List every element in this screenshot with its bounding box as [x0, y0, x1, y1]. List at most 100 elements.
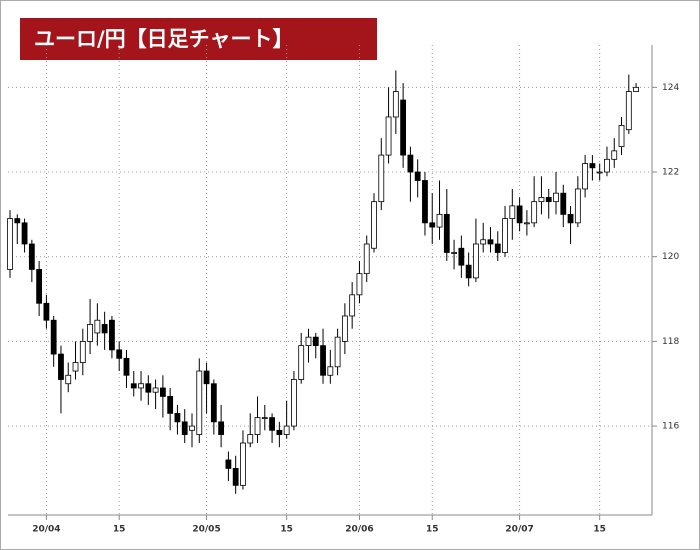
- candle-body: [502, 218, 508, 253]
- candle-body: [28, 243, 35, 270]
- candle-body: [130, 383, 137, 389]
- candle-body: [58, 353, 64, 380]
- candle-body: [458, 247, 465, 266]
- candle-body: [101, 324, 108, 334]
- candle-body: [567, 213, 574, 224]
- candle-body: [523, 222, 530, 225]
- candle-body: [320, 345, 326, 376]
- candle-body: [14, 218, 21, 224]
- candle-body: [589, 163, 596, 169]
- candle-body: [545, 197, 552, 203]
- candle-body: [327, 366, 334, 376]
- candle-body: [582, 163, 589, 190]
- candle-body: [21, 222, 28, 245]
- candle-body: [334, 336, 341, 368]
- candle-body: [363, 243, 370, 275]
- candle-body: [203, 370, 210, 385]
- x-tick-label: 20/05: [192, 525, 220, 535]
- candle-body: [349, 294, 356, 317]
- candle-body: [43, 302, 50, 321]
- candle-body: [531, 201, 538, 224]
- candle-body: [451, 252, 457, 254]
- y-tick-label: 124: [662, 83, 679, 93]
- title-box: [20, 18, 377, 60]
- chart-title: ユーロ/円【日足チャート】: [34, 27, 293, 51]
- candle-body: [553, 192, 559, 203]
- candle-body: [159, 387, 166, 397]
- candle-body: [298, 345, 305, 380]
- candle-body: [87, 324, 93, 342]
- candle-body: [269, 417, 275, 431]
- candle-body: [72, 362, 79, 372]
- candle-body: [218, 421, 225, 435]
- candle-body: [633, 86, 639, 92]
- candle-body: [189, 425, 195, 431]
- candle-body: [283, 425, 290, 435]
- candle-body: [538, 197, 545, 203]
- candle-body: [371, 201, 377, 249]
- candle-body: [247, 434, 254, 444]
- candle-body: [407, 154, 414, 173]
- candle-body: [312, 336, 319, 347]
- candle-body: [473, 243, 479, 279]
- candle-body: [611, 150, 618, 160]
- candle-body: [196, 370, 203, 435]
- candle-body: [436, 213, 443, 228]
- candle-body: [232, 468, 239, 486]
- candle-body: [429, 222, 436, 228]
- candle-body: [145, 383, 152, 393]
- candle-body: [79, 340, 86, 363]
- candle-body: [181, 421, 188, 435]
- candle-body: [261, 417, 268, 420]
- candle-body: [210, 383, 217, 423]
- candle-body: [109, 319, 115, 351]
- candle-body: [167, 396, 174, 414]
- candle-body: [138, 383, 144, 389]
- candle-body: [240, 442, 246, 486]
- candle-body: [385, 116, 392, 156]
- candle-body: [291, 379, 297, 427]
- candle-body: [378, 154, 385, 203]
- x-tick-label: 15: [426, 525, 439, 535]
- y-tick-label: 122: [662, 168, 679, 178]
- candle-body: [152, 387, 159, 393]
- y-tick-label: 118: [662, 337, 679, 347]
- candle-body: [516, 205, 523, 224]
- candle-body: [487, 239, 494, 245]
- candle-body: [422, 180, 428, 224]
- candle-body: [560, 192, 567, 215]
- x-tick-label: 15: [280, 525, 293, 535]
- y-tick-label: 120: [662, 252, 679, 262]
- candle-body: [225, 459, 232, 469]
- x-tick-label: 20/07: [505, 525, 533, 535]
- candle-body: [625, 91, 632, 131]
- x-tick-label: 15: [113, 525, 126, 535]
- candle-body: [596, 171, 603, 174]
- candle-body: [509, 205, 516, 220]
- candle-body: [94, 319, 101, 334]
- candle-body: [480, 239, 487, 245]
- x-tick-label: 15: [593, 525, 606, 535]
- y-tick-label: 116: [662, 422, 679, 432]
- candle-body: [604, 158, 610, 173]
- candle-body: [174, 412, 181, 423]
- candle-body: [276, 429, 283, 435]
- x-tick-label: 20/04: [32, 525, 60, 535]
- candle-body: [574, 188, 581, 224]
- candle-body: [400, 99, 407, 156]
- candle-body: [494, 243, 501, 253]
- candle-body: [50, 319, 57, 355]
- candle-body: [65, 374, 72, 385]
- candle-body: [414, 171, 421, 181]
- candle-body: [392, 91, 399, 118]
- candle-body: [123, 357, 130, 376]
- candle-body: [443, 213, 450, 253]
- candle-body: [36, 269, 43, 304]
- candle-body: [465, 264, 472, 279]
- candle-body: [341, 315, 348, 342]
- candle-body: [356, 273, 363, 296]
- x-tick-label: 20/06: [345, 525, 373, 535]
- candle-body: [116, 349, 123, 359]
